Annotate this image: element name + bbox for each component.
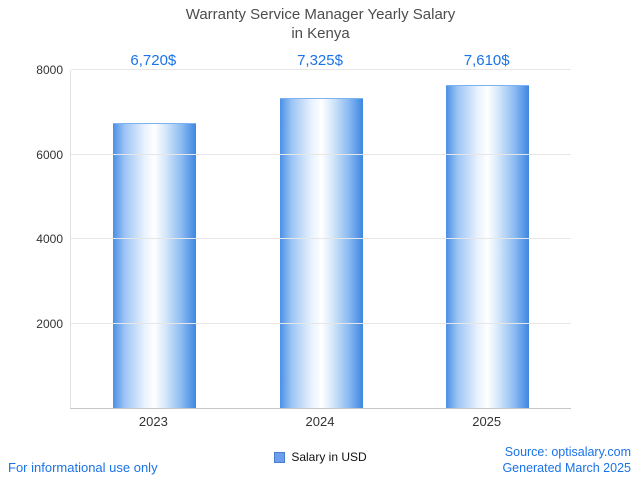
plot-area: 2000 4000 6000 8000	[36, 63, 571, 409]
generated-date: Generated March 2025	[502, 461, 631, 475]
y-tick-label: 8000	[36, 63, 63, 77]
gridline	[71, 238, 571, 239]
chart-title-line2: in Kenya	[291, 25, 350, 42]
legend-item[interactable]: Salary in USD	[0, 450, 641, 464]
gridline	[71, 69, 571, 70]
disclaimer-text: For informational use only	[8, 460, 158, 475]
x-tick-label: 2023	[138, 414, 168, 429]
bar-2024	[279, 97, 363, 408]
bar-2025	[446, 85, 530, 408]
bar-value-label: 7,325$	[297, 52, 343, 69]
x-axis-labels-row: 2023 2024 2025	[70, 414, 570, 429]
y-tick-label: 2000	[36, 316, 63, 331]
source-link[interactable]: Source: optisalary.com	[504, 445, 631, 459]
bar-slot	[238, 70, 405, 408]
legend-label: Salary in USD	[291, 450, 367, 464]
x-tick-label: 2025	[472, 414, 502, 429]
bar-value-label: 6,720$	[130, 52, 177, 69]
bar-value-labels-row: 6,720$ 7,325$ 7,610$	[70, 52, 570, 69]
bar-slot	[404, 70, 571, 408]
x-tick-label: 2024	[305, 414, 335, 429]
bar-2023	[112, 123, 196, 408]
y-tick-label: 6000	[36, 147, 63, 162]
legend-swatch-icon	[274, 451, 286, 463]
gridline	[71, 322, 571, 324]
bars-row	[71, 70, 571, 408]
bar-value-label: 7,610$	[463, 52, 510, 69]
source-block: Source: optisalary.com Generated March 2…	[502, 444, 631, 476]
bar-slot	[71, 70, 238, 408]
chart-title: Warranty Service Manager Yearly Salary i…	[0, 5, 641, 43]
chart-title-line1: Warranty Service Manager Yearly Salary	[185, 6, 456, 23]
gridline	[71, 153, 571, 155]
y-tick-label: 4000	[36, 232, 63, 246]
